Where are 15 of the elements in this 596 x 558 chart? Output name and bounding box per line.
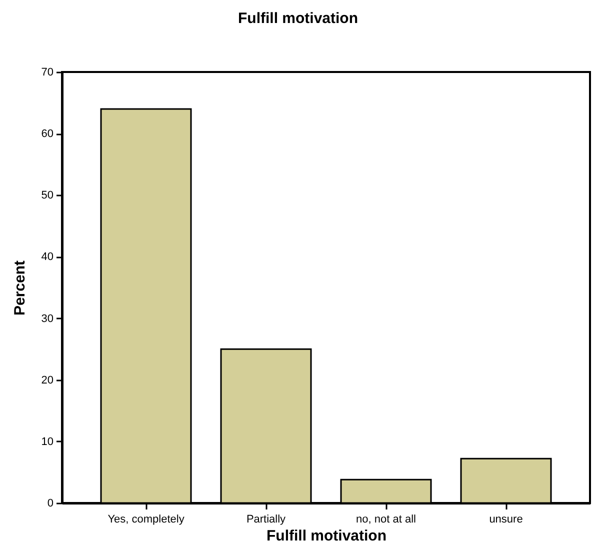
x-tick-label: no, not at all — [356, 514, 416, 526]
y-tick-label: 50 — [41, 190, 54, 202]
y-tick-label: 10 — [41, 436, 54, 448]
y-axis-title: Percent — [11, 260, 28, 316]
y-tick-label: 30 — [41, 312, 54, 325]
chart-title: Fulfill motivation — [238, 10, 358, 27]
x-axis-title: Fulfill motivation — [266, 528, 386, 544]
x-tick-label: unsure — [489, 514, 523, 526]
x-tick-label: Partially — [246, 514, 286, 526]
y-tick-label: 70 — [41, 66, 54, 78]
y-tick-label: 0 — [47, 498, 54, 510]
y-tick-label: 60 — [41, 128, 54, 140]
y-tick-label: 20 — [41, 374, 54, 386]
x-tick-label: Yes, completely — [108, 514, 185, 526]
y-tick-label: 40 — [41, 251, 54, 264]
